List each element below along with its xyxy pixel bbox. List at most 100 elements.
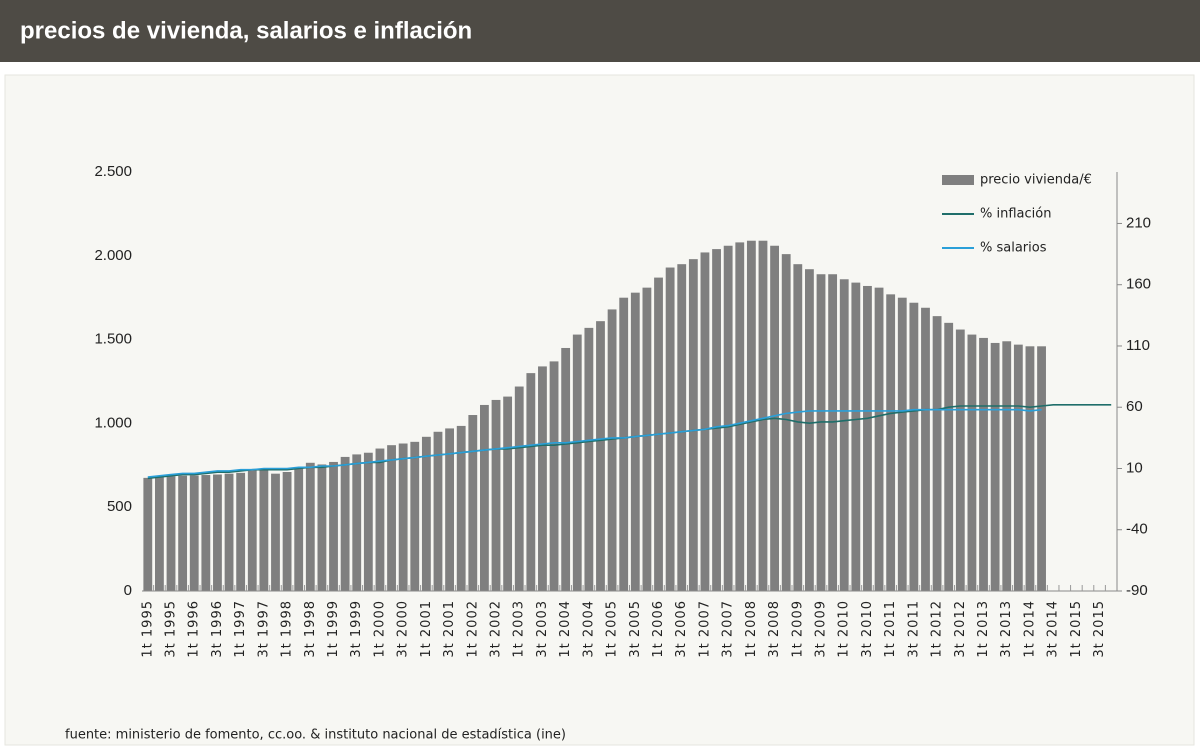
bar [538,366,547,591]
legend-label: % salarios [980,241,1047,256]
bar [584,327,594,591]
x-tick-label: 1t 2013 [976,600,991,658]
bar [224,473,234,591]
bar [294,466,304,591]
header-bar [0,0,1200,62]
bar [445,428,454,591]
y2-tick-label: 210 [1126,214,1151,231]
bar [816,274,826,591]
y2-tick-label: -40 [1126,521,1148,538]
bar [712,249,721,591]
x-tick-label: 3t 2001 [442,600,457,658]
bar [758,240,768,591]
y2-tick-label: 110 [1126,337,1150,354]
bar [990,342,1000,591]
bar [642,287,652,591]
x-tick-label: 1t 2008 [744,600,759,658]
bar [236,472,246,591]
x-tick-label: 1t 2003 [512,600,527,658]
y-tick-label: 0 [124,582,132,599]
line [147,408,1042,478]
bar [909,302,919,591]
y-tick-label: 500 [107,498,132,515]
x-tick-label: 1t 2014 [1022,600,1037,658]
bar [1025,346,1035,591]
x-tick-label: 1t 2004 [558,600,573,658]
y2-tick-label: 60 [1126,398,1143,415]
bar [1037,346,1046,591]
bar [781,254,791,591]
x-tick-label: 3t 2010 [860,600,875,658]
bar [897,297,907,591]
bar [839,279,849,591]
bar [979,337,988,591]
bar [863,285,872,591]
x-tick-label: 3t 1997 [256,600,271,658]
legend-swatch [942,175,974,185]
bar [1013,344,1023,591]
legend-label: % inflación [980,207,1051,222]
bar [247,470,257,591]
bar [317,464,327,591]
x-tick-label: 3t 2013 [999,600,1014,658]
bar [851,282,861,591]
x-tick-label: 3t 2000 [396,600,411,658]
bar [468,415,478,591]
x-tick-label: 1t 1996 [187,600,202,658]
bar [271,473,280,591]
x-tick-label: 3t 2007 [721,600,736,658]
x-tick-label: 3t 2003 [535,600,550,658]
bar [630,292,640,591]
bar [143,477,153,591]
bar [514,386,524,591]
bar [178,475,188,591]
x-tick-label: 3t 1995 [164,600,179,658]
x-tick-label: 3t 2014 [1046,600,1061,658]
bar [735,242,745,591]
x-tick-label: 3t 1998 [303,600,318,658]
x-tick-label: 3t 2009 [814,600,829,658]
y-tick-label: 2.500 [94,163,132,180]
bar [213,474,222,591]
bar [805,269,814,591]
x-tick-label: 1t 1995 [140,600,155,658]
x-tick-label: 1t 2015 [1069,600,1084,658]
x-tick-label: 1t 1997 [233,600,248,658]
bar [921,307,930,591]
bar [340,456,350,591]
bar [375,448,385,591]
bar [955,329,965,591]
x-tick-label: 3t 2011 [906,600,921,658]
bar [723,245,733,591]
bar [421,436,431,591]
bar [155,477,164,591]
x-tick-label: 3t 1999 [349,600,364,658]
bar [828,274,838,591]
bar [387,445,396,591]
y-tick-label: 1.500 [94,331,132,348]
y2-tick-label: -90 [1126,582,1148,599]
x-tick-label: 3t 2015 [1092,600,1107,658]
x-tick-label: 1t 2002 [465,600,480,658]
x-tick-label: 1t 2009 [790,600,805,658]
x-tick-label: 3t 2002 [489,600,504,658]
bar [480,404,489,591]
x-tick-label: 3t 2005 [628,600,643,658]
bar [305,462,315,591]
y2-tick-label: 10 [1126,459,1143,476]
source: fuente: ministerio de fomento, cc.oo. & … [65,728,566,743]
y2-tick-label: 160 [1126,276,1151,293]
bar [410,441,420,591]
x-tick-label: 1t 2012 [930,600,945,658]
bar [700,252,710,591]
bar [572,334,582,591]
bar [398,443,408,591]
x-tick-label: 3t 1996 [210,600,225,658]
bar [665,267,675,591]
bar [1002,341,1012,591]
bar [352,454,362,591]
header-title: precios de vivienda, salarios e inflació… [20,17,472,44]
x-tick-label: 1t 1999 [326,600,341,658]
